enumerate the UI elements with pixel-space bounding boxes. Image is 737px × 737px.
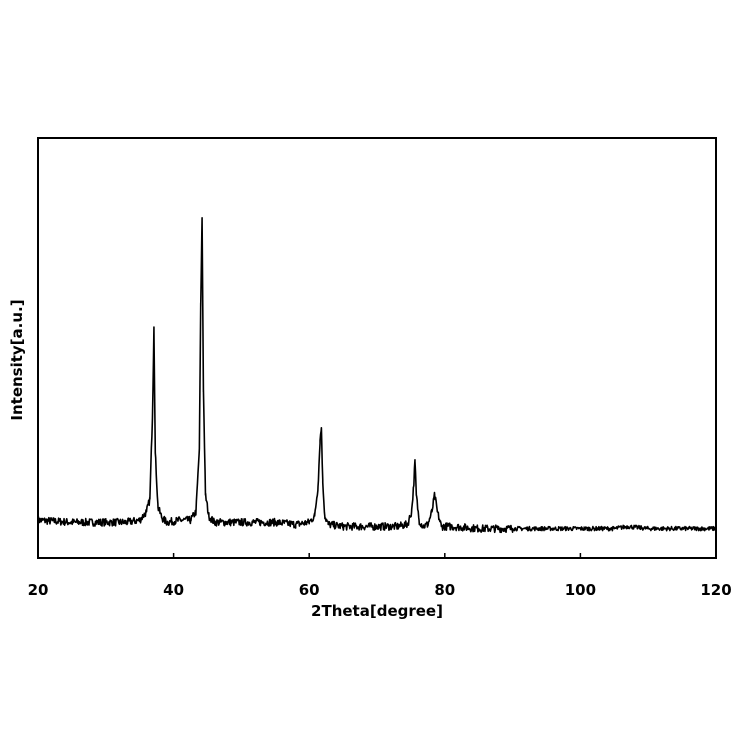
x-tick-label: 20	[28, 581, 49, 599]
series-line	[37, 217, 717, 534]
x-axis-ticks	[37, 553, 717, 558]
x-tick-label: 40	[163, 581, 184, 599]
plot-area-frame	[37, 137, 717, 559]
x-tick-label: 100	[565, 581, 596, 599]
x-tick-label: 80	[434, 581, 455, 599]
x-tick-label: 60	[299, 581, 320, 599]
x-tick-label: 120	[700, 581, 731, 599]
y-axis-title: Intensity[a.u.]	[8, 299, 26, 420]
x-axis-tick-labels: 20 40 60 80 100 120	[28, 581, 732, 599]
x-axis-title: 2Theta[degree]	[311, 602, 443, 620]
